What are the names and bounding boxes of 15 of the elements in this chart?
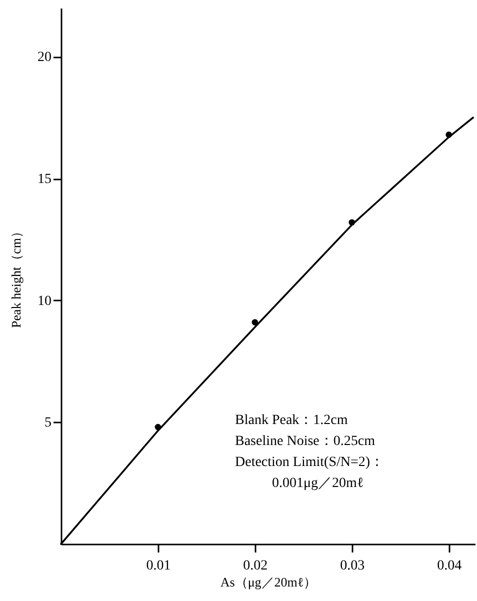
point (252, 319, 258, 326)
annotation: Detection Limit(S/N=2)： (235, 455, 384, 470)
annotation: Blank Peak：1.2cm (235, 413, 348, 428)
annotation: Baseline Noise：0.25cm (235, 434, 376, 449)
annotation: 0.001μg／20mℓ (272, 476, 364, 491)
x-tick-label: 0.03 (340, 558, 365, 574)
y-tick-label: 5 (44, 416, 52, 431)
y-tick-label: 10 (38, 294, 52, 309)
x-tick-label: 0.01 (146, 558, 171, 574)
y-tick-label: 20 (38, 50, 52, 66)
y-axis-title: Peak height（cm） (8, 225, 24, 328)
y-tick-label: 15 (38, 172, 52, 188)
x-tick-label: 0.04 (437, 558, 462, 574)
x-axis-title: As（μg／20mℓ） (220, 574, 317, 590)
x-tick-label: 0.02 (243, 558, 268, 574)
